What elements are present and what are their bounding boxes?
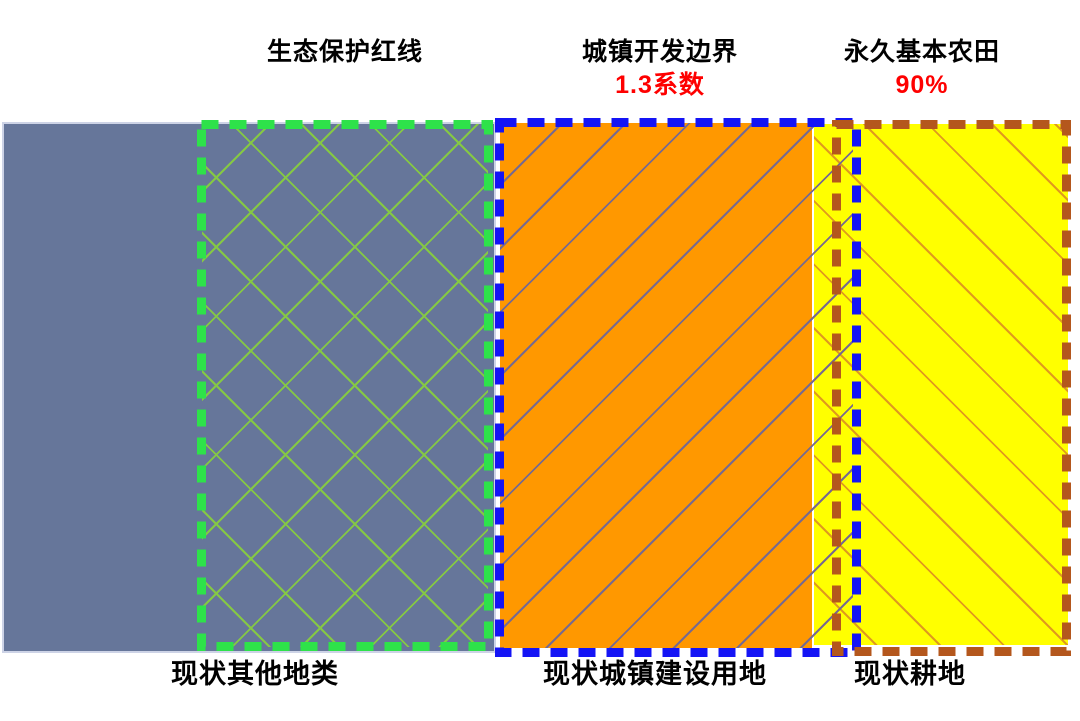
urban-construction-land-label: 现状城镇建设用地: [543, 659, 767, 689]
eco-redline-title: 生态保护红线: [266, 38, 424, 66]
permanent-farmland-box: [832, 120, 1071, 656]
urban-development-boundary-box: [495, 118, 861, 657]
permanent-farmland-percent: 90%: [895, 71, 949, 99]
other-land-label: 现状其他地类: [171, 659, 339, 689]
urban-boundary-factor: 1.3系数: [615, 71, 705, 99]
cultivated-land-label: 现状耕地: [854, 659, 966, 689]
urban-boundary-hatch-pattern: [500, 123, 853, 648]
urban-boundary-title: 城镇开发边界: [581, 38, 739, 66]
permanent-farmland-title: 永久基本农田: [843, 38, 1001, 66]
eco-crosshatch-pattern: [202, 124, 488, 647]
eco-protection-redline-box: [197, 120, 493, 651]
